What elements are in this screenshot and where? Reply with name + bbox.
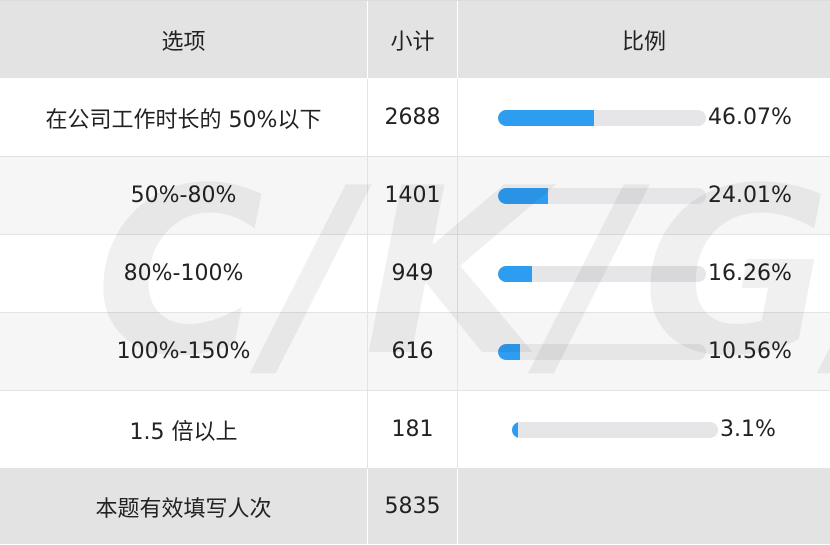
row-ratio: 3.1% bbox=[458, 391, 830, 469]
ratio-bar-fill bbox=[498, 265, 532, 282]
ratio-bar-track bbox=[498, 265, 706, 282]
header-option: 选项 bbox=[0, 1, 368, 79]
footer-empty bbox=[458, 469, 830, 545]
footer-count: 5835 bbox=[368, 469, 458, 545]
ratio-bar-track bbox=[498, 343, 706, 360]
ratio-bar-fill bbox=[498, 109, 594, 126]
row-option: 1.5 倍以上 bbox=[0, 391, 368, 469]
row-option: 在公司工作时长的 50%以下 bbox=[0, 79, 368, 157]
footer-label: 本题有效填写人次 bbox=[0, 469, 368, 545]
header-ratio: 比例 bbox=[458, 1, 830, 79]
header-count: 小计 bbox=[368, 1, 458, 79]
row-option: 100%-150% bbox=[0, 313, 368, 391]
ratio-label: 10.56% bbox=[708, 339, 792, 364]
row-count: 616 bbox=[368, 313, 458, 391]
ratio-label: 46.07% bbox=[708, 105, 792, 130]
ratio-bar-fill bbox=[512, 421, 519, 438]
ratio-bar-track bbox=[498, 109, 706, 126]
row-ratio: 46.07% bbox=[458, 79, 830, 157]
row-ratio: 10.56% bbox=[458, 313, 830, 391]
row-count: 181 bbox=[368, 391, 458, 469]
ratio-bar-fill bbox=[498, 343, 520, 360]
ratio-label: 3.1% bbox=[720, 417, 776, 442]
row-ratio: 24.01% bbox=[458, 157, 830, 235]
row-count: 949 bbox=[368, 235, 458, 313]
ratio-bar-track bbox=[498, 187, 706, 204]
row-count: 1401 bbox=[368, 157, 458, 235]
ratio-bar-track bbox=[512, 421, 718, 438]
row-ratio: 16.26% bbox=[458, 235, 830, 313]
row-option: 50%-80% bbox=[0, 157, 368, 235]
ratio-label: 24.01% bbox=[708, 183, 792, 208]
ratio-label: 16.26% bbox=[708, 261, 792, 286]
row-count: 2688 bbox=[368, 79, 458, 157]
ratio-bar-fill bbox=[498, 187, 548, 204]
row-option: 80%-100% bbox=[0, 235, 368, 313]
